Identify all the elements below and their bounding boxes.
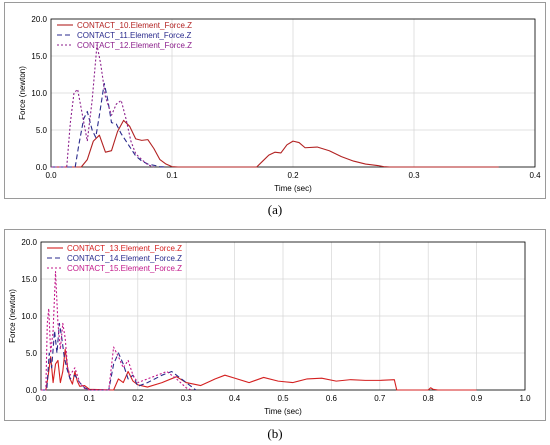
series-line-1 — [51, 119, 499, 168]
series-line-3 — [41, 271, 192, 391]
x-tick-label: 0.4 — [529, 171, 541, 180]
y-axis-label: Force (newton) — [18, 66, 27, 120]
y-tick-label: 0.0 — [26, 386, 38, 395]
x-tick-label: 0.1 — [166, 171, 178, 180]
x-tick-label: 0.0 — [35, 394, 47, 403]
x-axis-label: Time (sec) — [264, 407, 302, 416]
axes-frame — [50, 18, 536, 168]
y-tick-label: 15.0 — [21, 275, 37, 284]
x-tick-label: 0.8 — [423, 394, 435, 403]
x-tick-label: 0.3 — [181, 394, 193, 403]
y-tick-label: 20.0 — [21, 238, 37, 247]
legend-entry-1: CONTACT_13.Element_Force.Z — [67, 244, 182, 253]
chart-panel-b: 0.0 0.1 0.2 0.3 0.4 0.5 0.6 0.7 0.8 0.9 1.0 0.0 5.0 1… — [4, 229, 546, 421]
y-tick-label: 5.0 — [36, 126, 48, 135]
y-tick-label: 15.0 — [31, 52, 47, 61]
x-tick-label: 0.3 — [408, 171, 420, 180]
legend-entry-3: CONTACT_15.Element_Force.Z — [67, 264, 182, 273]
y-axis-label: Force (newton) — [8, 289, 17, 343]
series-line-1 — [41, 348, 477, 391]
x-tick-label: 1.0 — [519, 394, 531, 403]
series-line-3 — [51, 44, 155, 168]
y-tick-label: 0.0 — [36, 163, 48, 172]
chart-b: 0.0 0.1 0.2 0.3 0.4 0.5 0.6 0.7 0.8 0.9 1.0 0.0 5.0 1… — [8, 238, 531, 416]
chart-panel-a: 0.0 0.1 0.2 0.3 0.4 0.0 5.0 10.0 15.0 20.0 Time (s… — [4, 2, 546, 199]
series-line-2 — [41, 322, 197, 391]
y-tick-label: 20.0 — [31, 15, 47, 24]
axes-frame — [40, 241, 526, 391]
legend-entry-2: CONTACT_14.Element_Force.Z — [67, 254, 182, 263]
chart-a: 0.0 0.1 0.2 0.3 0.4 0.0 5.0 10.0 15.0 20.0 Time (s… — [18, 15, 541, 193]
x-tick-label: 0.2 — [287, 171, 299, 180]
x-tick-label: 0.1 — [84, 394, 96, 403]
x-tick-label: 0.5 — [277, 394, 289, 403]
x-tick-label: 0.4 — [229, 394, 241, 403]
legend-entry-3: CONTACT_12.Element_Force.Z — [77, 41, 192, 50]
x-axis-label: Time (sec) — [274, 184, 312, 193]
x-tick-label: 0.0 — [45, 171, 57, 180]
legend-entry-2: CONTACT_11.Element_Force.Z — [77, 31, 192, 40]
legend-entry-1: CONTACT_10.Element_Force.Z — [77, 21, 192, 30]
x-tick-label: 0.2 — [132, 394, 144, 403]
y-tick-label: 5.0 — [26, 349, 38, 358]
series-line-2 — [51, 82, 166, 168]
caption-b: (b) — [267, 426, 283, 441]
x-tick-label: 0.9 — [471, 394, 483, 403]
x-tick-label: 0.7 — [374, 394, 386, 403]
x-tick-label: 0.6 — [326, 394, 338, 403]
y-tick-label: 10.0 — [21, 312, 37, 321]
caption-a: (a) — [267, 202, 283, 217]
y-tick-label: 10.0 — [31, 89, 47, 98]
